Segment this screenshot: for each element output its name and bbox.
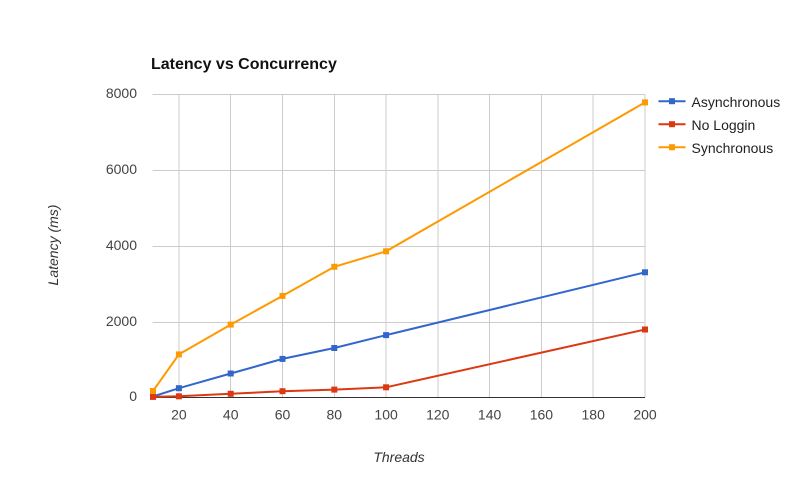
svg-text:80: 80: [327, 407, 343, 423]
svg-text:Threads: Threads: [373, 449, 424, 465]
svg-text:8000: 8000: [106, 85, 137, 101]
svg-text:Latency (ms): Latency (ms): [45, 205, 61, 286]
svg-text:40: 40: [223, 407, 239, 423]
svg-text:160: 160: [530, 407, 554, 423]
svg-text:120: 120: [426, 407, 450, 423]
svg-text:0: 0: [129, 388, 137, 404]
svg-text:6000: 6000: [106, 161, 137, 177]
svg-text:60: 60: [275, 407, 291, 423]
svg-text:2000: 2000: [106, 313, 137, 329]
svg-text:Asynchronous: Asynchronous: [692, 94, 781, 110]
svg-text:Synchronous: Synchronous: [692, 140, 774, 156]
svg-text:4000: 4000: [106, 237, 137, 253]
svg-text:200: 200: [633, 407, 657, 423]
svg-text:180: 180: [582, 407, 606, 423]
svg-text:No Loggin: No Loggin: [692, 117, 756, 133]
svg-text:100: 100: [374, 407, 398, 423]
svg-text:Latency vs Concurrency: Latency vs Concurrency: [151, 56, 337, 73]
svg-text:20: 20: [171, 407, 187, 423]
svg-text:140: 140: [478, 407, 502, 423]
